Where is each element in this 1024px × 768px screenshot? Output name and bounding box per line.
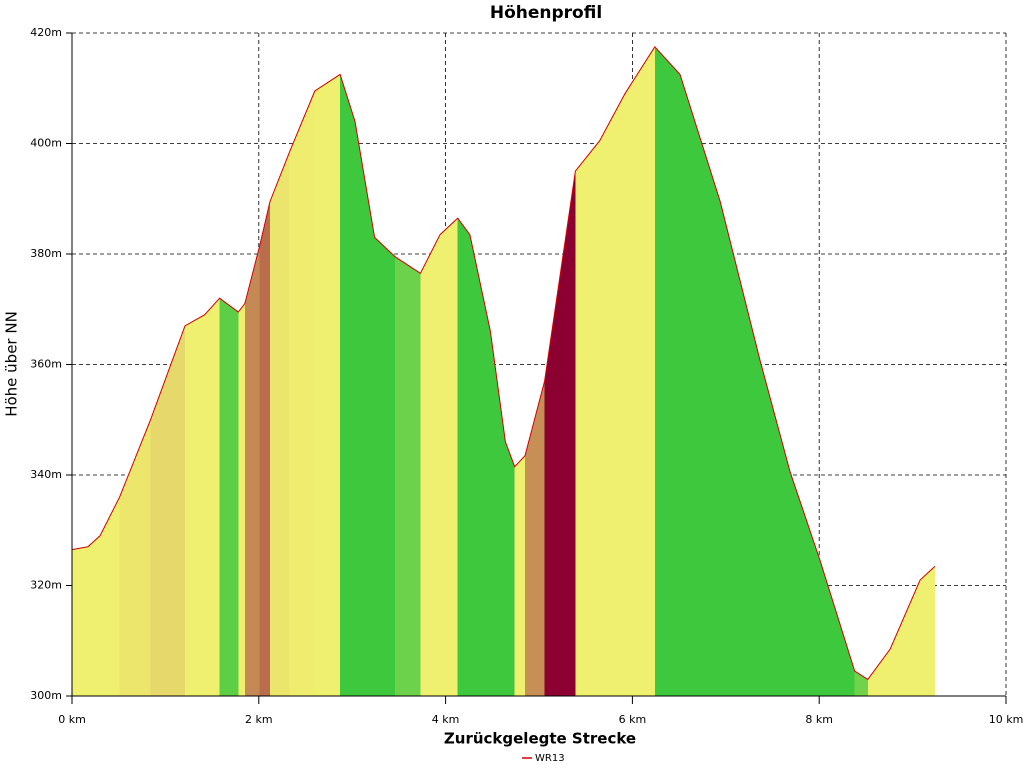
y-tick-label: 360m <box>30 358 62 371</box>
y-tick-label: 300m <box>30 689 62 702</box>
x-tick-label: 2 km <box>245 713 273 726</box>
x-tick-label: 10 km <box>989 713 1024 726</box>
legend-label: WR13 <box>535 753 565 764</box>
x-tick-label: 4 km <box>432 713 460 726</box>
y-tick-label: 320m <box>30 579 62 592</box>
area-fill <box>72 46 936 697</box>
y-tick-label: 340m <box>30 468 62 481</box>
y-tick-label: 380m <box>30 247 62 260</box>
y-axis-label: Höhe über NN <box>3 311 21 417</box>
x-axis-label: Zurückgelegte Strecke <box>444 730 636 748</box>
area-line <box>71 45 936 681</box>
x-tick-label: 8 km <box>805 713 833 726</box>
x-tick-label: 6 km <box>619 713 647 726</box>
x-tick-label: 0 km <box>58 713 86 726</box>
chart-title: Höhenprofil <box>490 3 602 23</box>
y-tick-label: 400m <box>30 137 62 150</box>
y-tick-label: 420m <box>30 26 62 39</box>
